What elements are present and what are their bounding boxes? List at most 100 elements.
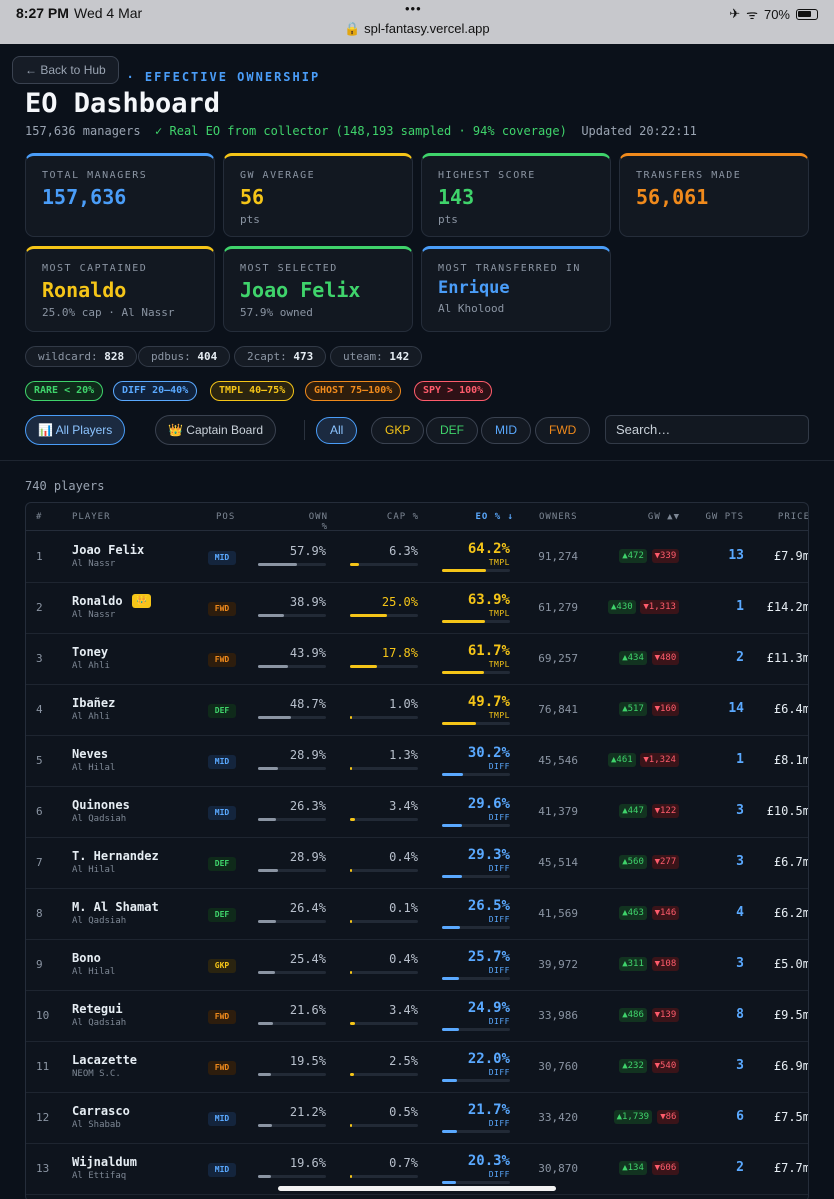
player-price: £6.7m <box>773 855 809 869</box>
airplane-icon: ✈ <box>729 6 741 21</box>
player-name[interactable]: Lacazette <box>72 1053 138 1067</box>
battery-icon <box>796 8 818 20</box>
eo-tag: DIFF <box>488 1170 510 1179</box>
eo-percent: 61.7% <box>467 643 510 659</box>
transfers-out: ▼540 <box>651 1059 680 1073</box>
eo-bar-fill <box>442 722 476 725</box>
filter-mid[interactable]: MID <box>481 417 531 444</box>
player-name[interactable]: Toney <box>72 645 109 659</box>
table-row[interactable]: 4 Ibañez Al Ahli DEF 48.7% 1.0% 49.7% TMPL 76,84… <box>26 685 808 736</box>
table-row[interactable]: 10 Retegui Al Qadsiah FWD 21.6% 3.4% 24.9% DIFF… <box>26 991 808 1042</box>
own-bar-fill <box>258 920 276 923</box>
player-name[interactable]: Retegui <box>72 1002 123 1016</box>
filter-def[interactable]: DEF <box>426 417 478 444</box>
eo-tag: DIFF <box>488 966 510 975</box>
player-name[interactable]: Wijnaldum <box>72 1155 138 1169</box>
filter-gkp[interactable]: GKP <box>371 417 425 444</box>
cap-percent: 1.3% <box>389 748 418 762</box>
table-row[interactable]: 8 M. Al Shamat Al Qadsiah DEF 26.4% 0.1% 26.5%… <box>26 889 808 940</box>
updated-time: Updated 20:22:11 <box>581 124 697 138</box>
own-bar <box>258 767 326 770</box>
url-bar[interactable]: 🔒 spl-fantasy.vercel.app <box>344 21 490 36</box>
col-header[interactable]: OWNERS <box>539 512 578 522</box>
cap-percent: 17.8% <box>381 646 418 660</box>
table-row[interactable]: 3 Toney Al Ahli FWD 43.9% 17.8% 61.7% TMPL 69,25… <box>26 634 808 685</box>
eo-bar <box>442 1079 510 1082</box>
tab-all-players[interactable]: 📊 All Players <box>25 415 126 445</box>
own-bar-fill <box>258 665 288 668</box>
player-name[interactable]: Carrasco <box>72 1104 130 1118</box>
legend-badge: GHOST 75–100% <box>305 381 402 401</box>
player-name[interactable]: T. Hernandez <box>72 849 159 863</box>
table-row[interactable]: 5 Neves Al Hilal MID 28.9% 1.3% 30.2% DIFF 45,54… <box>26 736 808 787</box>
table-row[interactable]: 6 Quinones Al Qadsiah MID 26.3% 3.4% 29.6% DIFF… <box>26 787 809 838</box>
eo-bar <box>442 671 510 674</box>
chip-value: 473 <box>293 350 314 363</box>
cap-bar-fill <box>350 920 352 923</box>
transfers-out: ▼108 <box>651 957 680 971</box>
eo-percent: 25.7% <box>467 949 510 965</box>
table-row[interactable]: 1 Joao Felix Al Nassr MID 57.9% 6.3% 64.2% TMPL… <box>26 532 808 583</box>
table-row[interactable]: 13 Wijnaldum Al Ettifaq MID 19.6% 0.7% 20.3% DI… <box>26 1144 809 1195</box>
battery-percent: 70% <box>763 6 790 22</box>
own-bar <box>258 1175 326 1178</box>
multitask-dots[interactable]: ••• <box>405 1 422 16</box>
transfers-out: ▼480 <box>651 651 680 665</box>
cap-bar <box>350 971 418 974</box>
gw-points: 3 <box>736 1058 744 1073</box>
gw-points: 2 <box>736 650 744 665</box>
player-price: £7.7m <box>773 1161 809 1175</box>
chip-stat: wildcard: 828 <box>25 346 138 367</box>
filter-all[interactable]: All <box>316 417 358 444</box>
chip-value: 142 <box>389 350 410 363</box>
table-row[interactable]: 12 Carrasco Al Shabab MID 21.2% 0.5% 21.7% DIFF… <box>26 1093 808 1144</box>
col-header[interactable]: EO % ↓ <box>475 512 514 522</box>
transfers-out: ▼160 <box>651 702 680 716</box>
player-name[interactable]: Bono <box>72 951 101 965</box>
row-rank: 3 <box>36 652 43 665</box>
chip-stat: uteam: 142 <box>330 346 423 367</box>
eo-percent: 49.7% <box>467 694 510 710</box>
clock: 8:27 PM <box>16 5 69 21</box>
eo-bar-fill <box>442 569 486 572</box>
player-name[interactable]: Quinones <box>72 798 130 812</box>
player-count: 740 players <box>25 479 105 493</box>
col-header[interactable]: GW ▲▼ <box>647 512 680 522</box>
row-rank: 2 <box>36 601 43 614</box>
player-team: Al Hilal <box>72 967 116 977</box>
owners-count: 91,274 <box>538 550 578 563</box>
own-bar-fill <box>258 563 298 566</box>
col-header[interactable]: GW PTS <box>705 512 744 522</box>
tab-captain-board[interactable]: 👑 Captain Board <box>155 415 276 445</box>
own-bar <box>258 614 326 617</box>
own-bar-fill <box>258 1175 272 1178</box>
cap-bar-fill <box>350 614 388 617</box>
col-header[interactable]: PRICE <box>777 512 809 522</box>
transfers-out: ▼277 <box>651 855 680 869</box>
player-name[interactable]: Ronaldo <box>72 594 123 608</box>
owners-count: 41,379 <box>538 805 578 818</box>
col-header[interactable]: OWN % <box>308 512 328 532</box>
search-input[interactable] <box>605 415 809 444</box>
player-price: £10.5m <box>766 804 809 818</box>
table-row[interactable]: 2 Ronaldo 👑 Al Nassr FWD 38.9% 25.0% 63.9% TMPL 6… <box>26 583 808 634</box>
player-price: £6.9m <box>773 1059 809 1073</box>
player-price: £5.0m <box>773 957 809 971</box>
section-divider <box>0 460 834 461</box>
player-name[interactable]: Ibañez <box>72 696 116 710</box>
table-row[interactable]: 7 T. Hernandez Al Hilal DEF 28.9% 0.4% 29.3% DI… <box>26 838 809 889</box>
row-rank: 10 <box>36 1009 50 1022</box>
back-to-hub-button[interactable]: ← Back to Hub <box>12 56 119 84</box>
cap-percent: 3.4% <box>389 799 418 813</box>
table-row[interactable]: 11 Lacazette NEOM S.C. FWD 19.5% 2.5% 22.0% DIF… <box>26 1042 809 1093</box>
player-name[interactable]: Neves <box>72 747 109 761</box>
eo-bar-fill <box>442 926 461 929</box>
home-indicator[interactable] <box>278 1186 556 1191</box>
player-name[interactable]: Joao Felix <box>72 543 145 557</box>
filter-fwd[interactable]: FWD <box>535 417 591 444</box>
table-row[interactable]: 9 Bono Al Hilal GKP 25.4% 0.4% 25.7% DIFF 39,972… <box>26 940 809 991</box>
gw-points: 1 <box>736 599 744 614</box>
player-team: Al Qadsiah <box>72 1018 127 1028</box>
player-name[interactable]: M. Al Shamat <box>72 900 159 914</box>
col-header[interactable]: CAP % <box>386 512 419 522</box>
